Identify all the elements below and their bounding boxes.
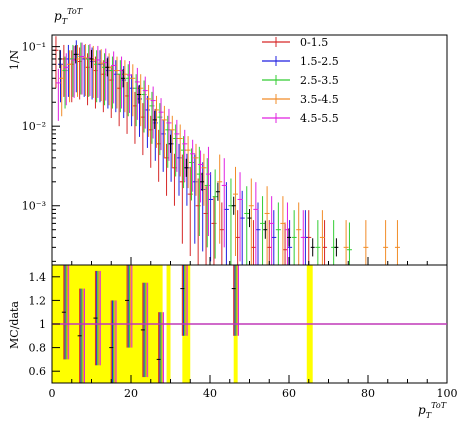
legend-label: 1.5-2.5 bbox=[300, 55, 339, 68]
legend-label: 2.5-3.5 bbox=[300, 74, 339, 87]
top-y-axis-label: 1/N bbox=[8, 49, 21, 70]
y-tick-label: 10⁻² bbox=[22, 120, 46, 133]
y-tick-label: 10⁻¹ bbox=[22, 41, 46, 54]
x-tick-label: 100 bbox=[437, 387, 458, 400]
y-tick-label: 10⁻³ bbox=[22, 200, 46, 213]
x-tick-label: 80 bbox=[361, 387, 375, 400]
legend-label: 3.5-4.5 bbox=[300, 93, 339, 106]
top-y-axis-ticks: 10⁻³ 10⁻² 10⁻¹ bbox=[22, 41, 60, 262]
x-tick-label: 40 bbox=[203, 387, 217, 400]
ratio-y-axis-label: MC/data bbox=[8, 301, 21, 349]
x-axis-ticks: 0 20 40 60 80 100 bbox=[49, 257, 458, 400]
legend-label: 4.5-5.5 bbox=[300, 112, 339, 125]
ratio-y-tick-label: 0.8 bbox=[29, 342, 47, 355]
ratio-y-tick-label: 1.4 bbox=[29, 271, 47, 284]
ratio-y-axis-ticks: 0.6 0.8 1 1.2 1.4 bbox=[29, 271, 60, 378]
x-tick-label: 60 bbox=[282, 387, 296, 400]
ratio-y-tick-label: 0.6 bbox=[29, 365, 47, 378]
x-tick-label: 20 bbox=[124, 387, 138, 400]
x-axis-label: pTToT bbox=[418, 401, 447, 420]
ratio-y-tick-label: 1.2 bbox=[29, 294, 47, 307]
top-error-bars bbox=[53, 36, 400, 265]
ratio-y-tick-label: 1 bbox=[39, 318, 46, 331]
x-tick-label: 0 bbox=[49, 387, 56, 400]
legend: 0-1.5 1.5-2.5 2.5-3.5 3.5-4.5 4.5-5.5 bbox=[262, 36, 339, 125]
top-title: pTToT bbox=[54, 7, 83, 26]
legend-label: 0-1.5 bbox=[300, 36, 328, 49]
